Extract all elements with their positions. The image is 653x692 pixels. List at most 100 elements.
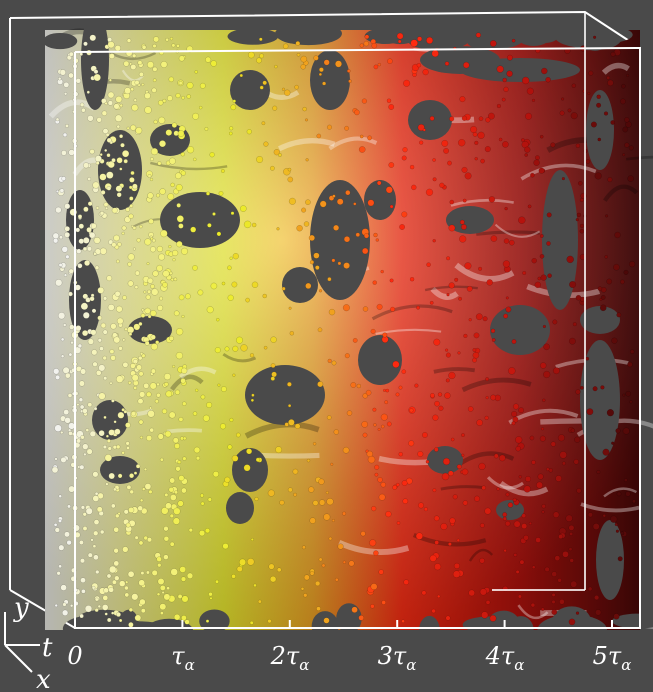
tick-label-3: 3τα (378, 642, 417, 674)
particle (515, 445, 521, 452)
particle (479, 557, 485, 564)
particle (128, 185, 133, 190)
particle (82, 293, 89, 300)
particle (372, 280, 377, 285)
particle (594, 172, 602, 180)
particle (334, 577, 339, 582)
particle (121, 231, 125, 236)
particle (503, 238, 510, 244)
particle (355, 232, 361, 237)
particle (250, 398, 255, 402)
particle (216, 317, 220, 322)
particle (481, 611, 489, 619)
particle (323, 617, 330, 624)
particle (254, 496, 259, 502)
particle (579, 228, 585, 234)
particle (325, 491, 329, 495)
particle (205, 619, 210, 623)
particle (358, 614, 365, 621)
particle (129, 62, 133, 66)
particle (490, 394, 497, 401)
particle (489, 614, 497, 622)
particle (511, 38, 516, 43)
particle (573, 459, 579, 465)
particle (396, 521, 401, 525)
surface-ridge (440, 485, 485, 491)
particle (220, 169, 225, 173)
particle (398, 385, 403, 390)
particle (146, 435, 153, 442)
particle (80, 368, 87, 375)
particle (200, 394, 206, 400)
particle (178, 416, 184, 422)
particle (255, 457, 261, 463)
particle (365, 389, 372, 396)
particle (592, 386, 598, 392)
particle (596, 94, 601, 100)
particle (99, 210, 105, 216)
particle (180, 576, 187, 582)
particle (272, 105, 278, 111)
particle (67, 504, 71, 509)
particle (274, 64, 278, 69)
particle (533, 159, 540, 166)
particle (447, 160, 452, 166)
particle (199, 82, 206, 89)
particle (123, 409, 128, 414)
particle (371, 505, 377, 512)
particle (108, 472, 115, 480)
particle (162, 281, 168, 288)
particle (94, 597, 99, 602)
particle (543, 370, 551, 379)
particle (52, 238, 59, 244)
particle (148, 406, 153, 410)
particle (592, 523, 600, 530)
particle (597, 286, 603, 291)
particle (129, 177, 135, 183)
particle (194, 70, 198, 74)
particle (144, 238, 152, 246)
particle (200, 501, 205, 506)
particle (177, 500, 184, 507)
particle (515, 436, 523, 444)
particle (287, 176, 294, 183)
particle (594, 609, 602, 616)
particle (154, 399, 159, 404)
particle (485, 600, 491, 605)
surface-ridge (222, 352, 257, 363)
particle (62, 323, 67, 327)
particle (458, 296, 463, 301)
particle (106, 275, 113, 282)
particle (81, 107, 86, 113)
particle (106, 153, 111, 158)
particle-cloud (51, 32, 636, 628)
particle (78, 223, 85, 229)
tick-label-4: 4τα (485, 642, 525, 674)
particle (321, 563, 326, 568)
particle (389, 278, 394, 283)
particle (498, 454, 506, 462)
particle (287, 167, 292, 172)
particle (65, 254, 70, 259)
particle (575, 611, 580, 615)
particle (209, 596, 213, 600)
particle (521, 523, 528, 530)
particle (408, 440, 415, 447)
particle (362, 306, 369, 312)
particle (216, 231, 222, 237)
surface-ridge (131, 218, 182, 229)
particle (348, 560, 355, 567)
particle (168, 411, 176, 419)
particle (359, 134, 364, 139)
particle (111, 158, 116, 163)
particle (559, 451, 567, 459)
particle (485, 377, 490, 382)
particle (67, 428, 72, 432)
particle (157, 304, 164, 311)
particle (622, 126, 629, 133)
surface-ridge (103, 403, 154, 417)
particle (169, 513, 174, 519)
particle (559, 599, 565, 605)
particle (519, 559, 525, 565)
particle (87, 115, 94, 122)
